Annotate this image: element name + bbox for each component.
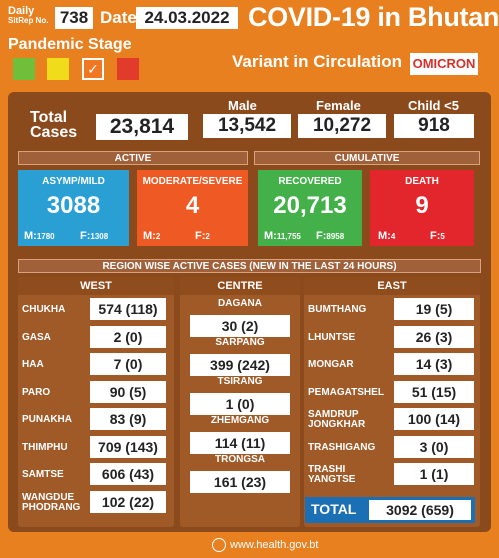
- region-header: REGION WISE ACTIVE CASES (NEW IN THE LAS…: [18, 259, 481, 273]
- daily-sitrep-label: Daily SitRep No.: [8, 5, 49, 25]
- centre-district-name: DAGANA: [218, 298, 262, 309]
- east-district-value: 19 (5): [394, 298, 474, 320]
- east-district-value: 3 (0): [394, 435, 474, 458]
- east-district-name: TRASHIGANG: [308, 441, 376, 453]
- footer: www.health.gov.bt: [0, 534, 499, 558]
- east-district-value: 26 (3): [394, 325, 474, 348]
- centre-header: CENTRE: [180, 277, 300, 295]
- west-district-value: 83 (9): [90, 408, 166, 430]
- asymp-card: ASYMP/MILD 3088 M:1780 F:1308: [18, 170, 129, 246]
- east-district-name: SAMDRUP JONGKHAR: [308, 409, 366, 430]
- sitrep-number: 738: [55, 7, 93, 29]
- east-district-value: 51 (15): [394, 380, 474, 403]
- moderate-card: MODERATE/SEVERE 4 M:2 F:2: [137, 170, 248, 246]
- west-district-value: 709 (143): [90, 435, 166, 458]
- west-district-value: 102 (22): [90, 490, 166, 513]
- east-district-name: PEMAGATSHEL: [308, 386, 384, 398]
- cumulative-header: CUMULATIVE: [254, 151, 480, 165]
- west-district-name: PARO: [22, 386, 51, 398]
- west-district-name: WANGDUE PHODRANG: [22, 491, 81, 513]
- east-district-value: 100 (14): [394, 408, 474, 430]
- centre-district-value: 399 (242): [190, 354, 290, 376]
- child-label: Child <5: [408, 98, 459, 113]
- west-district-value: 90 (5): [90, 380, 166, 403]
- east-header: EAST: [304, 277, 480, 295]
- total-cases-value: 23,814: [96, 114, 188, 140]
- stage-orange-selected: ✓: [82, 58, 104, 80]
- centre-district-value: 1 (0): [190, 393, 290, 415]
- centre-district-value: 114 (11): [190, 432, 290, 454]
- east-district-name: TRASHI YANGTSE: [308, 464, 356, 485]
- region-total-label: TOTAL: [311, 501, 357, 517]
- recovered-card: RECOVERED 20,713 M:11,755 F:8958: [258, 170, 362, 246]
- west-district-name: GASA: [22, 331, 51, 343]
- date-label: Date: [100, 8, 137, 27]
- west-district-name: HAA: [22, 359, 44, 370]
- east-district-value: 1 (1): [394, 463, 474, 485]
- website-link[interactable]: www.health.gov.bt: [230, 539, 319, 551]
- west-district-value: 574 (118): [90, 298, 166, 320]
- page-title: COVID-19 in Bhutan: [248, 2, 499, 32]
- date-value: 24.03.2022: [136, 7, 238, 29]
- west-district-value: 7 (0): [90, 353, 166, 375]
- male-value: 13,542: [203, 114, 291, 138]
- east-district-value: 14 (3): [394, 353, 474, 375]
- total-cases-label: Total Cases: [30, 109, 78, 141]
- west-header: WEST: [18, 277, 174, 295]
- west-district-name: THIMPHU: [22, 441, 68, 453]
- active-header: ACTIVE: [18, 151, 248, 165]
- female-label: Female: [316, 98, 361, 113]
- stage-yellow: [47, 58, 69, 80]
- ministry-seal-icon: [212, 538, 226, 552]
- stage-red: [117, 58, 139, 80]
- pandemic-stage-label: Pandemic Stage: [8, 36, 132, 53]
- child-value: 918: [394, 114, 474, 138]
- centre-district-name: ZHEMGANG: [210, 415, 270, 426]
- west-district-value: 2 (0): [90, 325, 166, 348]
- west-district-name: PUNAKHA: [22, 414, 72, 425]
- east-district-name: MONGAR: [308, 359, 354, 370]
- west-district-name: SAMTSE: [22, 469, 64, 480]
- check-icon: ✓: [87, 61, 99, 77]
- region-total: TOTAL 3092 (659): [305, 497, 475, 523]
- region-total-value: 3092 (659): [369, 500, 471, 520]
- centre-district-name: TSIRANG: [217, 376, 263, 387]
- east-district-name: LHUNTSE: [308, 331, 356, 343]
- centre-district-value: 161 (23): [190, 471, 290, 493]
- stage-green: [13, 58, 35, 80]
- male-label: Male: [228, 98, 257, 113]
- west-district-name: CHUKHA: [22, 304, 66, 315]
- female-value: 10,272: [298, 114, 386, 138]
- centre-district-value: 30 (2): [190, 315, 290, 337]
- centre-district-name: TRONGSA: [215, 454, 265, 465]
- west-district-value: 606 (43): [90, 463, 166, 485]
- variant-label: Variant in Circulation: [232, 52, 403, 71]
- variant-value: OMICRON: [410, 53, 478, 75]
- east-district-name: BUMTHANG: [308, 304, 367, 315]
- centre-district-name: SARPANG: [215, 337, 265, 348]
- death-card: DEATH 9 M:4 F:5: [370, 170, 474, 246]
